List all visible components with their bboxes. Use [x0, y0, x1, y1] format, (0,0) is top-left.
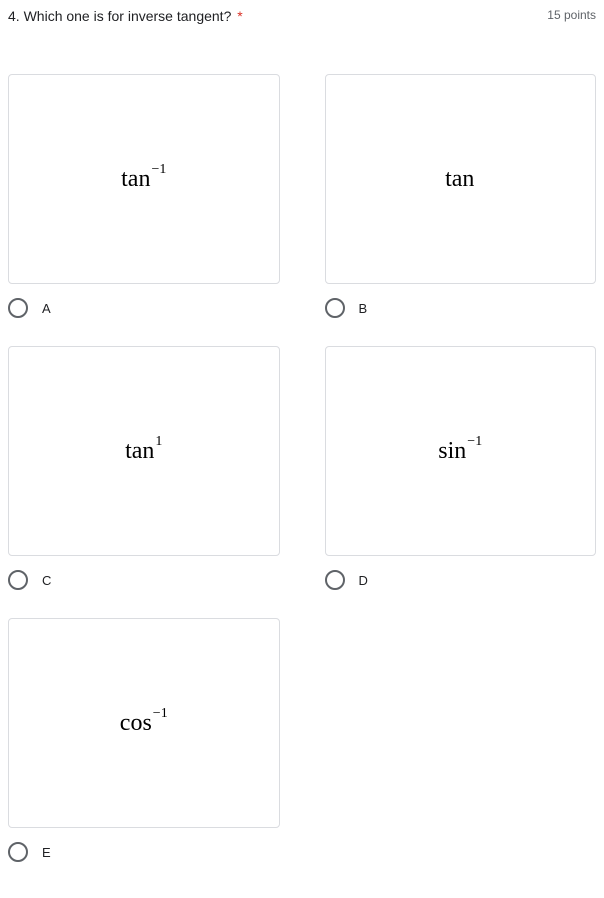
radio-icon[interactable] — [8, 570, 28, 590]
required-marker: * — [237, 8, 242, 24]
option-e: cos −1 E — [8, 618, 280, 862]
option-d-radio-row[interactable]: D — [325, 570, 597, 590]
option-b-label: B — [359, 301, 368, 316]
math-base: sin — [438, 439, 466, 463]
radio-icon[interactable] — [325, 570, 345, 590]
option-d-label: D — [359, 573, 368, 588]
question-header: 4. Which one is for inverse tangent? * 1… — [8, 8, 596, 24]
option-c-label: C — [42, 573, 51, 588]
option-a-label: A — [42, 301, 51, 316]
option-e-label: E — [42, 845, 51, 860]
question-body: Which one is for inverse tangent? — [24, 8, 232, 24]
option-b-math: tan — [445, 167, 475, 191]
question-number: 4. — [8, 8, 20, 24]
options-grid: tan −1 A tan B tan 1 — [8, 74, 596, 890]
option-a-math: tan −1 — [121, 167, 166, 191]
option-d: sin −1 D — [325, 346, 597, 590]
math-base: tan — [125, 439, 154, 463]
option-e-card[interactable]: cos −1 — [8, 618, 280, 828]
math-sup: −1 — [151, 163, 166, 177]
option-a-radio-row[interactable]: A — [8, 298, 280, 318]
option-c-card[interactable]: tan 1 — [8, 346, 280, 556]
math-sup: 1 — [155, 435, 162, 449]
radio-icon[interactable] — [8, 842, 28, 862]
option-b-card[interactable]: tan — [325, 74, 597, 284]
radio-icon[interactable] — [8, 298, 28, 318]
option-b: tan B — [325, 74, 597, 318]
option-b-radio-row[interactable]: B — [325, 298, 597, 318]
option-c-math: tan 1 — [125, 439, 162, 463]
math-sup: −1 — [153, 707, 168, 721]
radio-icon[interactable] — [325, 298, 345, 318]
math-base: tan — [121, 167, 150, 191]
option-a-card[interactable]: tan −1 — [8, 74, 280, 284]
option-e-math: cos −1 — [120, 711, 168, 735]
option-d-math: sin −1 — [438, 439, 482, 463]
points-label: 15 points — [547, 8, 596, 22]
option-e-radio-row[interactable]: E — [8, 842, 280, 862]
option-a: tan −1 A — [8, 74, 280, 318]
math-base: tan — [445, 167, 474, 191]
math-base: cos — [120, 711, 152, 735]
option-c-radio-row[interactable]: C — [8, 570, 280, 590]
option-c: tan 1 C — [8, 346, 280, 590]
question-text: 4. Which one is for inverse tangent? * — [8, 8, 243, 24]
math-sup: −1 — [467, 435, 482, 449]
option-d-card[interactable]: sin −1 — [325, 346, 597, 556]
